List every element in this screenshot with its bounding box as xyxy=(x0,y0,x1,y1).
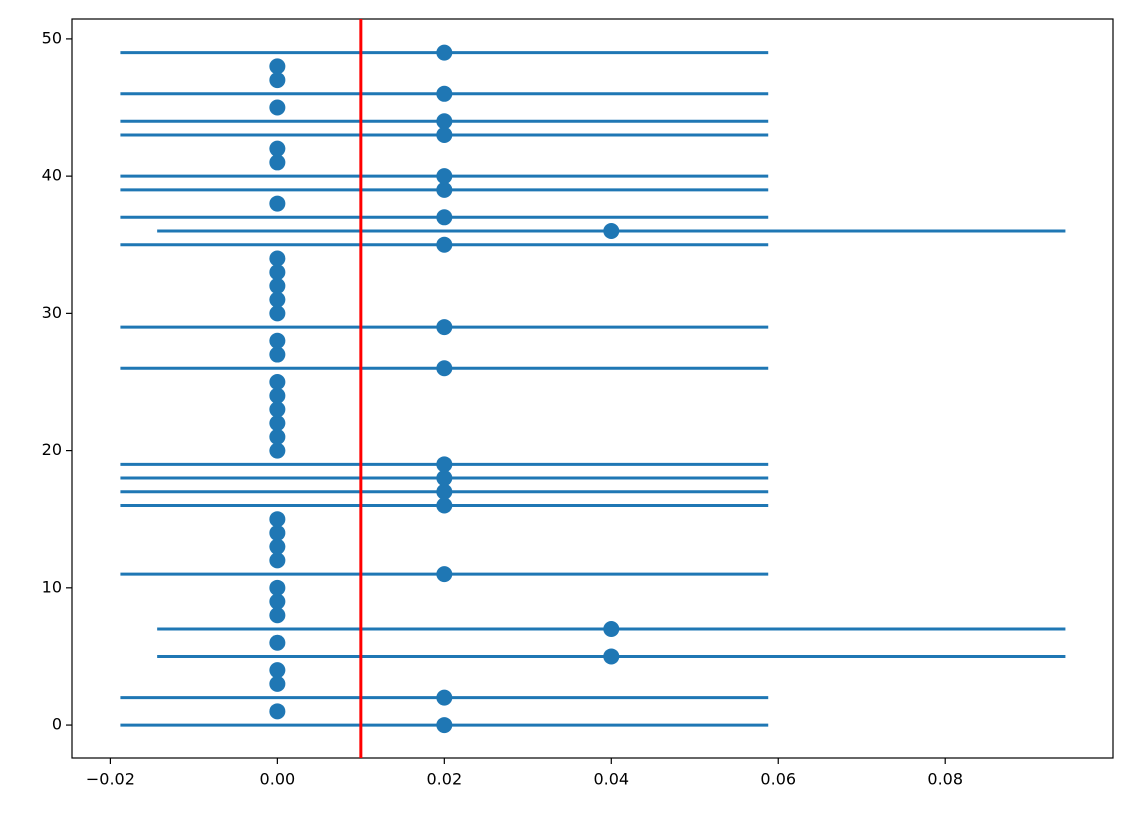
point xyxy=(269,346,286,363)
y-tick-label: 20 xyxy=(42,440,62,459)
point xyxy=(436,44,453,61)
point xyxy=(436,113,453,130)
point xyxy=(269,552,286,569)
point xyxy=(269,703,286,720)
point xyxy=(436,483,453,500)
y-tick-label: 10 xyxy=(42,577,62,596)
point xyxy=(603,223,620,240)
point xyxy=(269,415,286,432)
point xyxy=(269,607,286,624)
point xyxy=(269,140,286,157)
point xyxy=(269,538,286,555)
point xyxy=(269,277,286,294)
point xyxy=(269,511,286,528)
point xyxy=(436,181,453,198)
x-tick-label: 0.06 xyxy=(760,770,796,789)
point xyxy=(269,662,286,679)
point xyxy=(269,99,286,116)
point xyxy=(269,675,286,692)
point xyxy=(436,497,453,514)
point xyxy=(269,195,286,212)
point xyxy=(436,470,453,487)
point xyxy=(269,72,286,89)
x-tick-label: 0.02 xyxy=(427,770,463,789)
point xyxy=(269,401,286,418)
point xyxy=(436,566,453,583)
point xyxy=(269,291,286,308)
point xyxy=(269,332,286,349)
point xyxy=(269,250,286,267)
point xyxy=(269,428,286,445)
y-tick-label: 50 xyxy=(42,28,62,47)
y-tick-label: 30 xyxy=(42,303,62,322)
point xyxy=(269,524,286,541)
x-tick-label: 0.00 xyxy=(260,770,296,789)
point xyxy=(436,689,453,706)
point xyxy=(436,456,453,473)
point xyxy=(269,264,286,281)
point xyxy=(269,58,286,75)
y-tick-label: 40 xyxy=(42,166,62,185)
point xyxy=(436,168,453,185)
point xyxy=(269,579,286,596)
point xyxy=(436,717,453,734)
axes-frame xyxy=(71,18,1114,759)
x-tick-label: −0.02 xyxy=(86,770,135,789)
x-tick-label: 0.08 xyxy=(927,770,963,789)
point xyxy=(436,360,453,377)
point xyxy=(269,634,286,651)
point xyxy=(436,319,453,336)
point xyxy=(269,154,286,171)
x-tick-label: 0.04 xyxy=(593,770,629,789)
point xyxy=(436,126,453,143)
point xyxy=(269,593,286,610)
point xyxy=(269,442,286,459)
point xyxy=(269,387,286,404)
point xyxy=(436,209,453,226)
point xyxy=(436,85,453,102)
point xyxy=(603,648,620,665)
point xyxy=(436,236,453,253)
point xyxy=(269,305,286,322)
point xyxy=(269,373,286,390)
point xyxy=(603,621,620,638)
y-tick-label: 0 xyxy=(52,715,62,734)
